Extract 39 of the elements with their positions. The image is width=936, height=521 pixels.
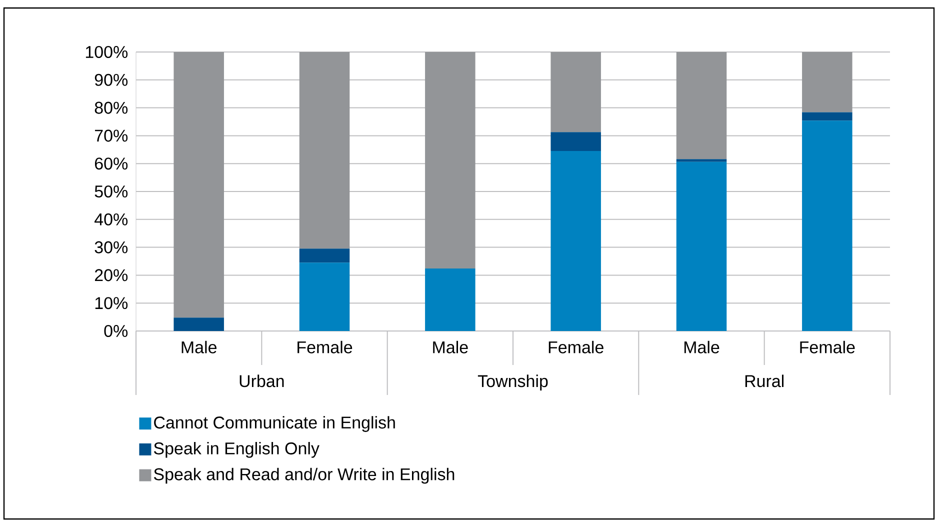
text: Township [478, 374, 548, 391]
x-tick-label: Female [298, 340, 352, 354]
y-tick-label: 90% [94, 74, 128, 86]
y-tick-label: 40% [94, 213, 128, 226]
bar [676, 159, 727, 162]
x-tick-label: Male [684, 340, 720, 354]
bar [676, 52, 727, 160]
y-tick-label: 100% [86, 46, 128, 58]
bar [550, 151, 601, 331]
x-tick-label: Female [800, 340, 855, 354]
x-tick-label: Female [548, 340, 604, 354]
bar [174, 318, 224, 331]
bar [425, 268, 476, 331]
bar [299, 262, 350, 331]
text: Urban [240, 374, 284, 388]
legend-label: Speak and Read and/or Write in English [154, 468, 454, 484]
x-tick-label: Male [182, 340, 217, 354]
bar [299, 248, 350, 263]
y-tick-label: 20% [94, 269, 128, 282]
bar [174, 52, 224, 318]
y-tick-label: 0% [104, 324, 128, 338]
legend-label: Speak in English Only [154, 442, 320, 458]
text: Rural [745, 374, 784, 388]
y-tick-label: 30% [94, 241, 128, 254]
y-tick-label: 50% [94, 185, 128, 198]
bar [550, 132, 601, 152]
legend-label: Cannot Communicate in English [154, 416, 395, 432]
bar [299, 52, 350, 249]
y-tick-label: 10% [95, 297, 128, 310]
bar [802, 112, 852, 121]
y-tick-label: 80% [94, 102, 128, 114]
bar [550, 52, 601, 132]
y-tick-label: 70% [95, 130, 128, 142]
x-tick-label: Male [433, 340, 468, 354]
bar [425, 52, 476, 268]
bar [802, 52, 852, 112]
y-tick-label: 60% [94, 158, 128, 170]
bar [676, 162, 727, 331]
bar [802, 120, 852, 331]
